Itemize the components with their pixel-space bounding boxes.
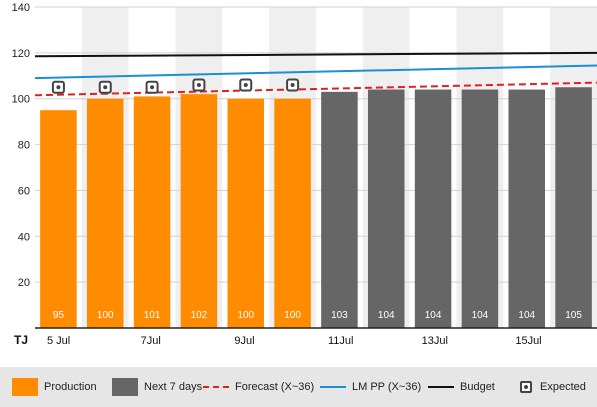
legend-label-next-7-days: Next 7 days (144, 381, 203, 393)
y-tick-label: 80 (18, 140, 30, 152)
production-swatch (12, 378, 38, 396)
legend-item-next-7-days: Next 7 days (112, 367, 202, 407)
next-7-days-bar (367, 89, 405, 329)
expected-marker-dot (150, 85, 155, 90)
production-bar (180, 94, 218, 328)
chart-svg: 20 40 60 80 100 120 140 95 100 101 102 100 100 103 104… (12, 2, 597, 347)
bar-value-label: 100 (237, 310, 254, 321)
y-tick-label: 60 (18, 185, 30, 197)
budget-line (34, 51, 597, 58)
production-bar (86, 98, 124, 328)
x-tick-label: 9Jul (234, 335, 254, 347)
y-tick-label: 40 (18, 231, 30, 243)
y-tick-label: 140 (12, 2, 30, 14)
legend-label-lm-pp: LM PP (X~36) (352, 381, 422, 393)
bar-value-label: 103 (331, 310, 348, 321)
x-tick-label: 15Jul (515, 335, 541, 347)
bar-value-label: 100 (284, 310, 301, 321)
next-7-days-bar (461, 89, 499, 329)
lm-pp-swatch (320, 386, 346, 388)
production-bar (227, 98, 265, 328)
expected-marker-dot (243, 82, 248, 87)
next-7-days-bar (555, 87, 592, 328)
expected-marker-dot (196, 82, 201, 87)
legend-item-forecast: Forecast (X~36) (203, 367, 314, 407)
legend-label-expected: Expected (540, 381, 586, 393)
expected-marker-icon (520, 381, 532, 393)
expected-marker-dot (56, 85, 61, 90)
forecast-line (34, 81, 597, 97)
y-tick-label: 100 (12, 94, 30, 106)
bar-value-label: 104 (518, 310, 535, 321)
x-tick-label: 5 Jul (47, 335, 70, 347)
next-7-days-swatch (112, 378, 138, 396)
production-bar (40, 110, 77, 328)
forecast-swatch (203, 386, 229, 388)
bar-value-label: 101 (144, 310, 161, 321)
legend: Production Next 7 days Forecast (X~36) L… (0, 367, 597, 407)
bar-value-label: 104 (378, 310, 395, 321)
legend-item-production: Production (12, 367, 97, 407)
legend-item-expected: Expected (516, 367, 586, 407)
legend-item-lm-pp: LM PP (X~36) (320, 367, 421, 407)
bar-value-label: 104 (425, 310, 442, 321)
expected-marker-dot (103, 85, 108, 90)
legend-item-budget: Budget (428, 367, 495, 407)
next-7-days-bar (414, 89, 452, 329)
x-tick-label: 13Jul (422, 335, 448, 347)
x-tick-label: 11Jul (328, 335, 353, 347)
bar-value-label: 104 (472, 310, 489, 321)
legend-label-production: Production (44, 381, 97, 393)
bar-value-label: 100 (97, 310, 114, 321)
bar-value-label: 105 (565, 310, 582, 321)
legend-label-forecast: Forecast (X~36) (235, 381, 315, 393)
budget-swatch (428, 386, 454, 388)
y-tick-label: 120 (12, 48, 30, 60)
y-tick-label: 20 (18, 277, 30, 289)
expected-marker-dot (290, 82, 295, 87)
lm-pp-line (34, 64, 597, 80)
bar-value-label: 95 (53, 310, 65, 321)
next-7-days-bar (508, 89, 546, 329)
production-bar (274, 98, 311, 328)
y-axis-unit-label: TJ (14, 333, 28, 347)
next-7-days-bar (321, 91, 358, 328)
legend-label-budget: Budget (460, 381, 495, 393)
production-bar (133, 96, 171, 329)
bar-value-label: 102 (191, 310, 208, 321)
x-tick-label: 7Jul (141, 335, 161, 347)
